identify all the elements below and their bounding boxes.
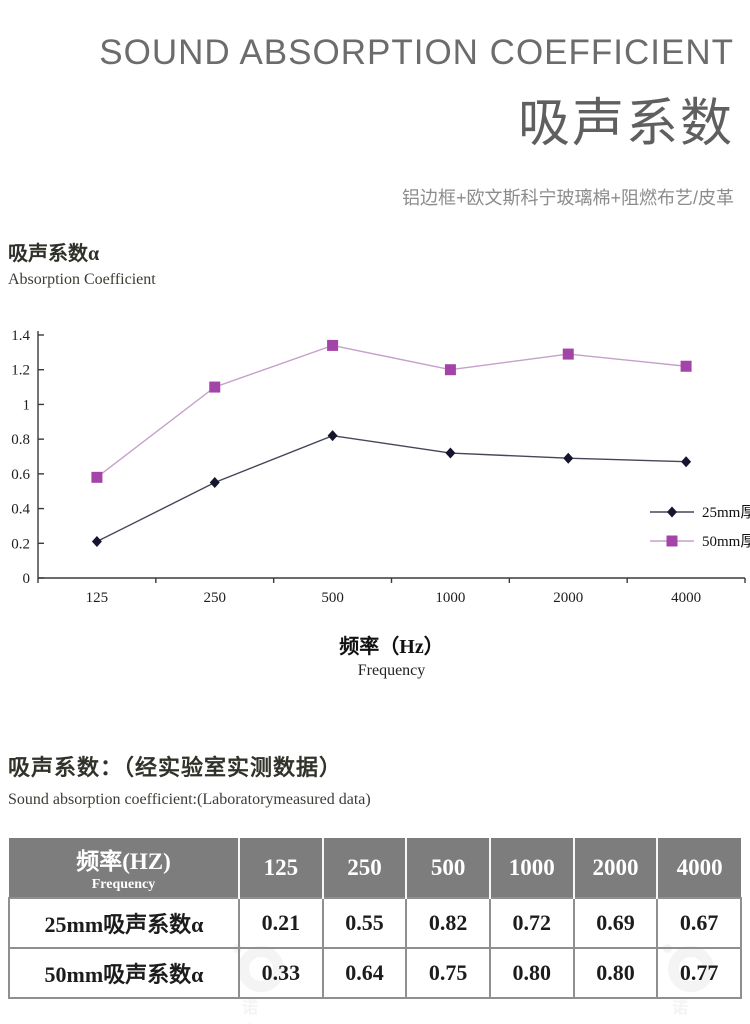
table-cell: 0.69 [572, 897, 659, 949]
table-cell: 0.64 [321, 947, 408, 999]
table-col-header: 500 [405, 838, 490, 898]
table-col-header: 4000 [656, 838, 741, 898]
section-heading-en: Sound absorption coefficient:(Laboratory… [8, 791, 371, 808]
section-heading-zh: 吸声系数：（经实验室实测数据） [8, 755, 343, 780]
svg-text:0.6: 0.6 [11, 467, 30, 483]
table-col-header: 250 [321, 838, 407, 898]
table-corner-header: 频率(HZ) Frequency [9, 838, 239, 898]
table-cell: 0.72 [488, 897, 575, 949]
table-cell: 0.77 [656, 947, 742, 999]
svg-text:2000: 2000 [553, 590, 583, 606]
line-chart: 0 0.2 0.4 0.6 0.8 1 1.2 1.4 125 250 500 1000 2000 400… [11, 328, 750, 606]
table-row-label: 25mm吸声系数α [8, 897, 240, 949]
svg-text:0: 0 [23, 571, 31, 587]
table-col-header: 1000 [488, 838, 574, 898]
table-cell: 0.21 [238, 897, 324, 949]
svg-text:0.8: 0.8 [11, 432, 30, 448]
table-col-header: 2000 [572, 838, 658, 898]
svg-text:4000: 4000 [671, 590, 701, 606]
absorption-table-wrap: 诺声 诺声 诺声 诺声 频率(HZ)Frequency1252505001000… [8, 838, 742, 1017]
table-cell: 0.55 [321, 897, 408, 949]
table-cell: 0.75 [405, 947, 491, 999]
page-title-zh: 吸声系数 [517, 95, 734, 153]
material-subtitle: 铝边框+欧文斯科宁玻璃棉+阻燃布艺/皮革 [401, 188, 734, 208]
table-cell: 0.82 [405, 897, 491, 949]
section-heading: 吸声系数：（经实验室实测数据） Sound absorption coeffic… [8, 750, 371, 809]
svg-text:250: 250 [204, 590, 227, 606]
chart-x-axis-title-en: Frequency [357, 662, 426, 679]
table-header-row: 频率(HZ) Frequency 125 250 500 1000 2000 4000 [9, 838, 741, 898]
svg-text:500: 500 [321, 590, 344, 606]
chart-y-axis-title-zh: 吸声系数α [8, 243, 100, 265]
chart-x-axis-title: 频率（Hz） Frequency [38, 630, 745, 680]
table-row: 25mm吸声系数α 0.21 0.55 0.82 0.72 0.69 0.67 [8, 897, 742, 949]
chart-y-axis-title-en: Absorption Coefficient [8, 271, 156, 288]
table-cell: 0.80 [488, 947, 575, 999]
table-cell: 0.80 [572, 947, 659, 999]
table-row-label: 50mm吸声系数α [8, 947, 240, 999]
svg-text:50mm厚: 50mm厚 [702, 534, 750, 550]
absorption-table: 频率(HZ) Frequency 125 250 500 1000 2000 4000 25m… [8, 838, 742, 999]
svg-text:0.2: 0.2 [11, 536, 30, 552]
header: SOUND ABSORPTION COEFFICIENT 吸声系数 铝边框+欧文… [0, 33, 734, 210]
chart-y-axis-title: 吸声系数α Absorption Coefficient [8, 237, 156, 289]
svg-text:1.2: 1.2 [11, 363, 30, 379]
table-col-header: 125 [238, 838, 323, 898]
svg-text:125: 125 [86, 590, 109, 606]
page-title-en: SOUND ABSORPTION COEFFICIENT [99, 33, 734, 72]
svg-text:1.4: 1.4 [11, 328, 30, 344]
chart-x-axis-title-zh: 频率（Hz） [339, 636, 444, 658]
svg-text:1: 1 [23, 397, 31, 413]
table-row: 50mm吸声系数α 0.33 0.64 0.75 0.80 0.80 0.77 [8, 947, 742, 999]
svg-text:0.4: 0.4 [11, 502, 30, 518]
table-cell: 0.67 [656, 897, 742, 949]
svg-text:1000: 1000 [435, 590, 465, 606]
table-cell: 0.33 [238, 947, 324, 999]
svg-text:25mm厚: 25mm厚 [702, 505, 750, 521]
